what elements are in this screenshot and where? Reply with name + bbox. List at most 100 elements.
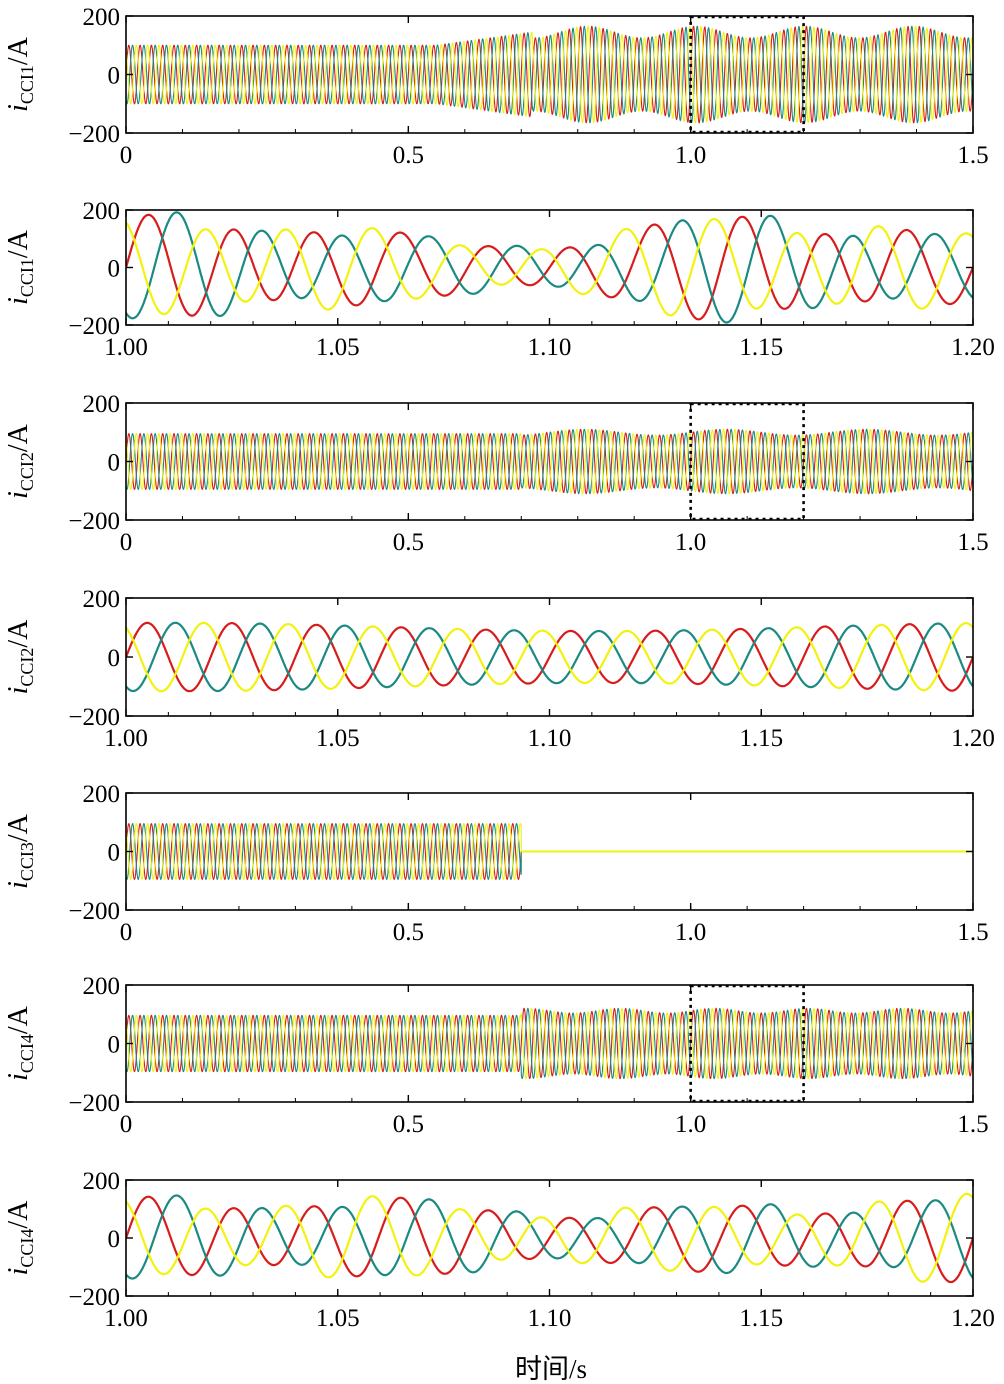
y-tick-label: 200 bbox=[83, 1168, 121, 1195]
x-tick-label: 1.20 bbox=[951, 1305, 995, 1332]
x-tick-label: 1.00 bbox=[104, 334, 148, 361]
y-axis-label-sub: CCI2 bbox=[17, 452, 37, 491]
x-tick-label: 1.5 bbox=[957, 529, 988, 556]
x-tick-label: 1.00 bbox=[104, 725, 148, 752]
y-axis-label-var: i bbox=[3, 1073, 34, 1081]
phase-a-line bbox=[126, 1007, 973, 1080]
x-tick-label: 1.5 bbox=[957, 142, 988, 169]
phase-c-line bbox=[126, 621, 973, 693]
zoom-region-box bbox=[689, 402, 805, 521]
x-tick-label: 1.15 bbox=[739, 334, 783, 361]
y-tick-label: −200 bbox=[68, 313, 120, 340]
x-tick-label: 0 bbox=[120, 142, 133, 169]
y-axis-label-unit: /A bbox=[3, 813, 34, 842]
phase-c-line bbox=[126, 211, 973, 324]
y-tick-label: 0 bbox=[108, 1032, 121, 1059]
x-tick-label: 1.10 bbox=[528, 1305, 572, 1332]
x-tick-label: 1.0 bbox=[675, 142, 706, 169]
y-tick-label: 0 bbox=[108, 645, 121, 672]
phase-a-line bbox=[126, 213, 973, 321]
y-tick-label: −200 bbox=[68, 1284, 120, 1311]
traces bbox=[126, 1007, 973, 1080]
x-tick-label: 0.5 bbox=[393, 1111, 424, 1138]
y-tick-label: −200 bbox=[68, 704, 120, 731]
phase-b-line bbox=[126, 1192, 973, 1283]
y-axis-label: iCCI1/A bbox=[3, 229, 37, 305]
y-axis-label-unit: /A bbox=[3, 1200, 34, 1229]
y-axis-label-unit: /A bbox=[3, 1005, 34, 1034]
x-tick-label: 1.15 bbox=[739, 1305, 783, 1332]
panel-7: 1.00 1.05 1.10 1.15 1.20 200 0 −200 iCCI4/A bbox=[3, 1168, 995, 1332]
x-tick-label: 1.0 bbox=[675, 529, 706, 556]
y-tick-label: 0 bbox=[108, 1226, 121, 1253]
phase-a-line bbox=[126, 1195, 973, 1284]
y-axis-label-var: i bbox=[3, 104, 34, 112]
y-tick-label: 200 bbox=[83, 391, 121, 418]
x-tick-label: 1.10 bbox=[528, 334, 572, 361]
x-tick-label: 0.5 bbox=[393, 919, 424, 946]
x-tick-label: 0.5 bbox=[393, 142, 424, 169]
y-axis-label-var: i bbox=[3, 491, 34, 499]
phase-b-line bbox=[126, 1007, 973, 1080]
x-tick-label: 1.15 bbox=[739, 725, 783, 752]
x-tick-label: 1.10 bbox=[528, 725, 572, 752]
x-tick-label: 1.05 bbox=[316, 334, 360, 361]
y-axis-label-var: i bbox=[3, 881, 34, 889]
y-axis-label-sub: CCI4 bbox=[17, 1034, 37, 1073]
traces bbox=[126, 1192, 973, 1284]
y-axis-label-sub: CCI1 bbox=[17, 258, 37, 297]
x-tick-label: 1.0 bbox=[675, 1111, 706, 1138]
traces bbox=[126, 621, 973, 693]
y-axis-label: iCCI4/A bbox=[3, 1005, 37, 1081]
phase-c-line bbox=[126, 428, 973, 495]
phase-b-line bbox=[126, 217, 973, 317]
y-axis-label-var: i bbox=[3, 687, 34, 695]
traces bbox=[126, 822, 973, 881]
x-tick-label: 1.5 bbox=[957, 919, 988, 946]
phase-c-line bbox=[126, 1007, 973, 1080]
y-axis-label-unit: /A bbox=[3, 36, 34, 65]
zoom-region-box bbox=[689, 15, 805, 134]
y-axis-label-unit: /A bbox=[3, 619, 34, 648]
x-tick-label: 0 bbox=[120, 1111, 133, 1138]
y-axis-label: iCCI4/A bbox=[3, 1200, 37, 1276]
y-tick-label: 0 bbox=[108, 450, 121, 477]
phase-c-line bbox=[126, 1194, 973, 1280]
x-tick-label: 0.5 bbox=[393, 529, 424, 556]
y-tick-label: 0 bbox=[108, 256, 121, 283]
x-tick-label: 0 bbox=[120, 529, 133, 556]
phase-b-line bbox=[126, 428, 973, 495]
x-tick-label: 1.5 bbox=[957, 1111, 988, 1138]
panel-2: 1.00 1.05 1.10 1.15 1.20 200 0 −200 iCCI1/A bbox=[3, 198, 995, 361]
phase-c-line bbox=[126, 25, 973, 124]
y-axis-label-sub: CCI3 bbox=[17, 842, 37, 881]
y-tick-label: 0 bbox=[108, 840, 121, 867]
x-tick-label: 0 bbox=[120, 919, 133, 946]
y-tick-label: 200 bbox=[83, 781, 121, 808]
traces bbox=[126, 428, 973, 495]
x-tick-label: 1.05 bbox=[316, 725, 360, 752]
y-axis-label-sub: CCI4 bbox=[17, 1229, 37, 1268]
y-axis-label-sub: CCI1 bbox=[17, 65, 37, 104]
x-tick-label: 1.20 bbox=[951, 334, 995, 361]
traces bbox=[126, 25, 973, 124]
y-axis-label-var: i bbox=[3, 297, 34, 305]
y-axis-label-sub: CCI2 bbox=[17, 648, 37, 687]
y-tick-label: 0 bbox=[108, 63, 121, 90]
zoom-region-box bbox=[689, 984, 805, 1103]
y-tick-label: 200 bbox=[83, 4, 121, 31]
panel-4: 1.00 1.05 1.10 1.15 1.20 200 0 −200 iCCI2/A bbox=[3, 586, 995, 752]
y-axis-label: iCCI1/A bbox=[3, 36, 37, 112]
y-tick-label: −200 bbox=[68, 898, 120, 925]
y-tick-label: 200 bbox=[83, 973, 121, 1000]
y-tick-label: −200 bbox=[68, 121, 120, 148]
y-tick-label: 200 bbox=[83, 198, 121, 225]
y-axis-label-unit: /A bbox=[3, 423, 34, 452]
y-axis-label-var: i bbox=[3, 1268, 34, 1276]
y-axis-label-unit: /A bbox=[3, 229, 34, 258]
x-tick-label: 1.05 bbox=[316, 1305, 360, 1332]
